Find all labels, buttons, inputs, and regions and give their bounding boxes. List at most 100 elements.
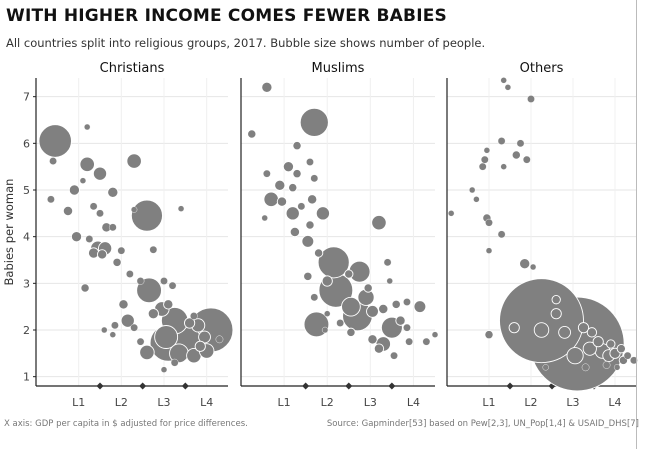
- data-bubble: [602, 361, 611, 369]
- data-bubble: [383, 258, 392, 267]
- data-bubble: [297, 202, 306, 211]
- data-bubble: [403, 323, 411, 332]
- data-bubble: [558, 325, 571, 339]
- data-bubble: [367, 334, 378, 345]
- data-bubble: [324, 310, 331, 317]
- data-bubble: [310, 293, 319, 302]
- data-bubble: [299, 107, 329, 137]
- data-bubble: [47, 195, 55, 204]
- data-bubble: [582, 341, 597, 356]
- data-bubble: [101, 326, 108, 334]
- data-bubble: [511, 150, 521, 160]
- data-bubble: [79, 177, 87, 184]
- data-bubble: [79, 156, 95, 173]
- y-tick-label: 3: [23, 277, 30, 290]
- data-bubble: [130, 199, 163, 232]
- data-bubble: [292, 141, 302, 151]
- data-bubble: [184, 317, 196, 329]
- data-bubble: [136, 277, 145, 285]
- data-bubble: [130, 206, 138, 213]
- data-bubble: [508, 322, 520, 334]
- data-bubble: [126, 270, 134, 278]
- data-bubble: [111, 321, 119, 330]
- panel-title: Christians: [100, 61, 165, 76]
- data-bubble: [160, 366, 168, 373]
- data-bubble: [160, 277, 168, 285]
- data-bubble: [263, 169, 271, 178]
- data-bubble: [112, 257, 122, 267]
- data-bubble: [289, 226, 301, 238]
- page-title: WITH HIGHER INCOME COMES FEWER BABIES: [6, 6, 447, 26]
- data-bubble: [194, 340, 206, 352]
- data-bubble: [516, 139, 525, 148]
- data-bubble: [263, 191, 279, 208]
- data-bubble: [85, 235, 94, 243]
- data-bubble: [118, 299, 129, 310]
- data-bubble: [623, 351, 632, 360]
- data-bubble: [120, 313, 135, 328]
- data-bubble: [413, 300, 427, 314]
- y-axis-label: Babies per woman: [2, 179, 16, 286]
- data-bubble: [92, 166, 108, 181]
- data-bubble: [49, 157, 57, 165]
- data-bubble: [522, 155, 531, 164]
- data-bubble: [136, 337, 145, 346]
- data-bubble: [301, 234, 315, 248]
- data-bubble: [292, 169, 302, 179]
- data-bubble: [89, 202, 98, 211]
- data-bubble: [163, 299, 174, 310]
- data-bubble: [533, 322, 550, 338]
- x-tick-label: L3: [157, 396, 170, 409]
- data-bubble: [431, 331, 439, 338]
- level-boundary-marker: [506, 382, 514, 390]
- data-bubble: [306, 158, 314, 166]
- data-bubble: [606, 339, 616, 349]
- data-bubble: [371, 214, 387, 231]
- data-bubble: [363, 283, 373, 293]
- y-tick-label: 2: [23, 324, 30, 337]
- y-tick-label: 4: [23, 231, 30, 244]
- window-edge-divider: [636, 0, 637, 449]
- data-bubble: [529, 263, 537, 271]
- data-bubble: [519, 258, 531, 270]
- data-bubble: [80, 283, 90, 293]
- data-bubble: [109, 331, 116, 338]
- data-bubble: [373, 343, 385, 354]
- data-bubble: [500, 77, 507, 84]
- data-bubble: [317, 246, 350, 279]
- data-bubble: [500, 163, 507, 170]
- data-bubble: [215, 335, 224, 344]
- data-bubble: [391, 299, 401, 309]
- y-tick-label: 1: [23, 371, 30, 384]
- data-bubble: [136, 277, 162, 304]
- data-bubble: [366, 304, 379, 318]
- data-bubble: [592, 336, 604, 348]
- level-boundary-marker: [181, 382, 189, 390]
- data-bubble: [261, 81, 273, 93]
- data-bubble: [62, 205, 74, 217]
- data-bubble: [422, 337, 431, 346]
- data-bubble: [247, 129, 257, 139]
- data-bubble: [630, 356, 638, 365]
- data-bubble: [485, 218, 493, 227]
- data-bubble: [306, 194, 318, 205]
- y-tick-label: 5: [23, 184, 30, 197]
- data-bubble: [542, 364, 549, 371]
- x-tick-label: L2: [321, 396, 334, 409]
- y-tick-label: 7: [23, 91, 30, 104]
- data-bubble: [96, 209, 104, 218]
- data-bubble: [484, 330, 494, 340]
- data-bubble: [130, 323, 138, 332]
- x-tick-label: L3: [566, 396, 579, 409]
- x-tick-label: L1: [278, 396, 291, 409]
- data-bubble: [107, 186, 119, 198]
- data-bubble: [480, 155, 489, 164]
- data-bubble: [616, 344, 626, 354]
- level-boundary-marker: [96, 382, 104, 390]
- data-bubble: [177, 205, 185, 212]
- data-bubble: [478, 162, 487, 171]
- data-bubble: [386, 277, 393, 285]
- data-bubble: [276, 196, 288, 207]
- page-subtitle: All countries split into religious group…: [6, 36, 486, 50]
